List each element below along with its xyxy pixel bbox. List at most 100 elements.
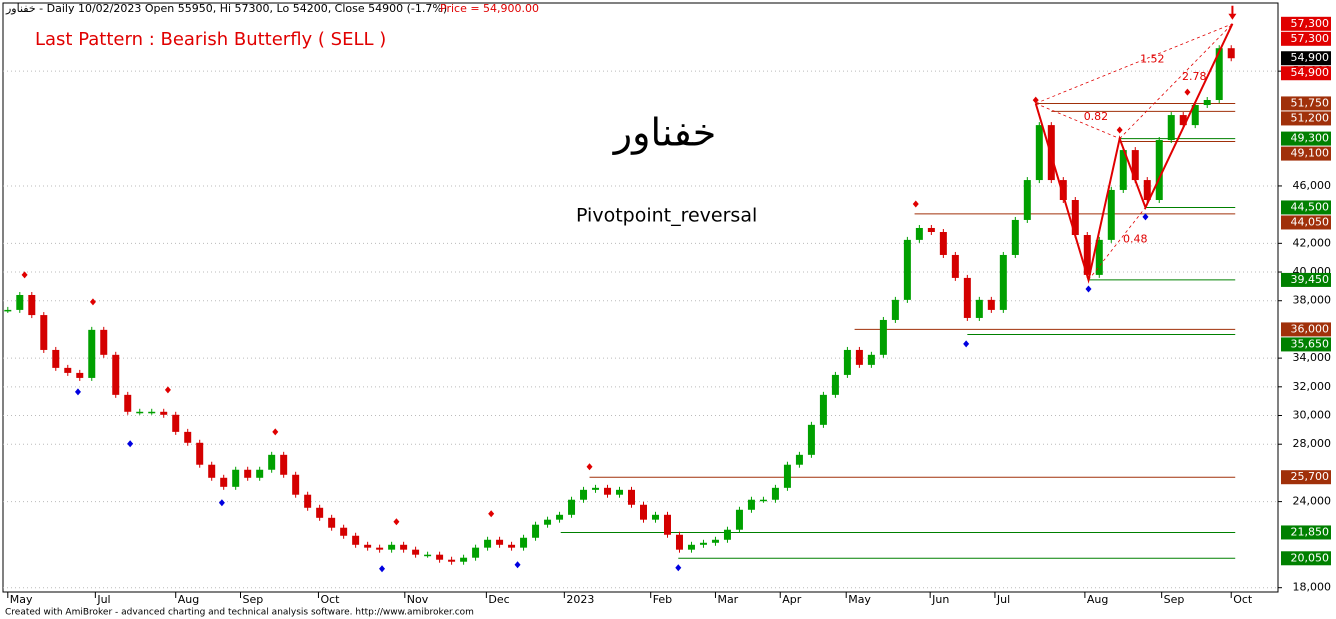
candle: [987, 299, 995, 310]
candle: [867, 354, 875, 365]
candle: [1023, 180, 1031, 220]
candle: [520, 537, 528, 548]
level-badge: [1281, 272, 1331, 287]
candle: [292, 474, 300, 495]
level-badge: [1281, 31, 1331, 46]
pivot-marker: [164, 386, 171, 394]
candle: [855, 349, 863, 365]
candle: [196, 442, 204, 465]
candle: [616, 489, 624, 495]
candle: [999, 254, 1007, 310]
x-tick-label: Apr: [782, 593, 802, 606]
candle: [124, 394, 132, 412]
candle: [1179, 115, 1187, 126]
candle: [1095, 239, 1103, 275]
candle: [112, 354, 120, 395]
x-tick-label: Aug: [178, 593, 199, 606]
level-label: 57,300: [1291, 32, 1330, 45]
level-label: 36,000: [1291, 322, 1330, 335]
candle: [1227, 48, 1235, 59]
candle: [975, 299, 983, 318]
x-tick-label: Oct: [320, 593, 340, 606]
candle: [100, 329, 108, 355]
candle: [735, 509, 743, 530]
pivot-marker: [1032, 96, 1039, 104]
level-badge: [1281, 146, 1331, 161]
candle: [711, 539, 719, 543]
candle: [232, 469, 240, 487]
pivot-marker: [912, 200, 919, 208]
candle: [951, 254, 959, 278]
candle: [4, 309, 12, 312]
candle: [244, 469, 252, 478]
pivot-marker: [1184, 88, 1191, 96]
candle: [1107, 189, 1115, 240]
candle: [28, 294, 36, 316]
candle: [723, 529, 731, 540]
ratio-line: [1119, 23, 1233, 139]
pivot-marker: [127, 440, 134, 448]
footer: Created with AmiBroker - advanced charti…: [5, 608, 474, 618]
y-tick-label: 30,000: [1293, 409, 1332, 422]
candle: [891, 299, 899, 320]
candle: [1131, 150, 1139, 181]
candle: [412, 549, 420, 555]
candle: [40, 315, 48, 350]
candle: [352, 535, 360, 545]
level-label: 44,500: [1291, 200, 1330, 213]
level-label: 49,300: [1291, 132, 1330, 145]
chart-title: Last Pattern : Bearish Butterfly ( SELL …: [35, 29, 386, 50]
y-tick-label: 18,000: [1293, 581, 1332, 594]
candle: [280, 454, 288, 475]
pivot-marker: [514, 561, 521, 569]
candle: [939, 231, 947, 255]
pivot-marker: [586, 463, 593, 471]
level-label: 20,050: [1291, 551, 1330, 564]
candle: [340, 527, 348, 536]
candle: [628, 489, 636, 505]
candle: [16, 294, 24, 310]
pivot-marker: [218, 499, 225, 507]
candle: [52, 349, 60, 368]
pivot-marker: [1142, 213, 1149, 221]
x-tick-label: May: [10, 593, 33, 606]
candle: [795, 454, 803, 465]
ratio-label: 1.52: [1140, 53, 1165, 66]
candle: [819, 394, 827, 425]
level-badge: [1281, 51, 1331, 66]
x-tick-label: Sep: [242, 593, 263, 606]
x-tick-label: Oct: [1233, 593, 1253, 606]
pivot-marker: [488, 510, 495, 518]
candle: [148, 411, 156, 414]
y-tick-label: 38,000: [1293, 294, 1332, 307]
header: خفناور - Daily 10/02/2023 Open 55950, Hi…: [5, 2, 447, 15]
candle: [747, 499, 755, 510]
level-label: 54,900: [1291, 51, 1330, 64]
plot-frame: [2, 2, 1279, 593]
candle: [879, 319, 887, 355]
candle: [568, 499, 576, 515]
candle: [807, 424, 815, 455]
pivot-marker: [21, 271, 28, 279]
x-tick-label: Jul: [996, 593, 1010, 606]
sell-arrow: [1228, 5, 1237, 20]
level-badge: [1281, 111, 1331, 126]
y-tick-label: 42,000: [1293, 236, 1332, 249]
candle: [1143, 180, 1151, 201]
level-badge: [1281, 551, 1331, 566]
candle: [699, 542, 707, 545]
level-badge: [1281, 322, 1331, 337]
candle: [831, 374, 839, 395]
candle: [1215, 48, 1223, 100]
x-tick-label: Dec: [488, 593, 509, 606]
candle: [460, 557, 468, 562]
candle: [592, 487, 600, 490]
candle: [1119, 150, 1127, 190]
pivot-marker: [89, 298, 96, 306]
candle: [532, 524, 540, 538]
candle: [388, 544, 396, 550]
candle: [268, 454, 276, 470]
candle: [687, 544, 695, 550]
candle: [903, 239, 911, 300]
